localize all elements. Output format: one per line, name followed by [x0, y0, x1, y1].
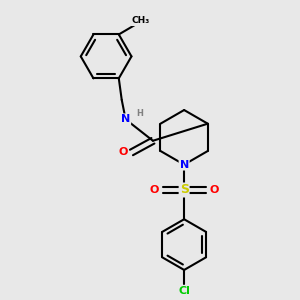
Text: H: H: [136, 109, 143, 118]
Text: N: N: [121, 114, 130, 124]
Text: S: S: [180, 184, 189, 196]
Text: O: O: [118, 148, 128, 158]
Text: N: N: [179, 160, 189, 170]
Text: O: O: [210, 185, 219, 195]
Text: CH₃: CH₃: [131, 16, 149, 25]
Text: O: O: [149, 185, 159, 195]
Text: Cl: Cl: [178, 286, 190, 296]
